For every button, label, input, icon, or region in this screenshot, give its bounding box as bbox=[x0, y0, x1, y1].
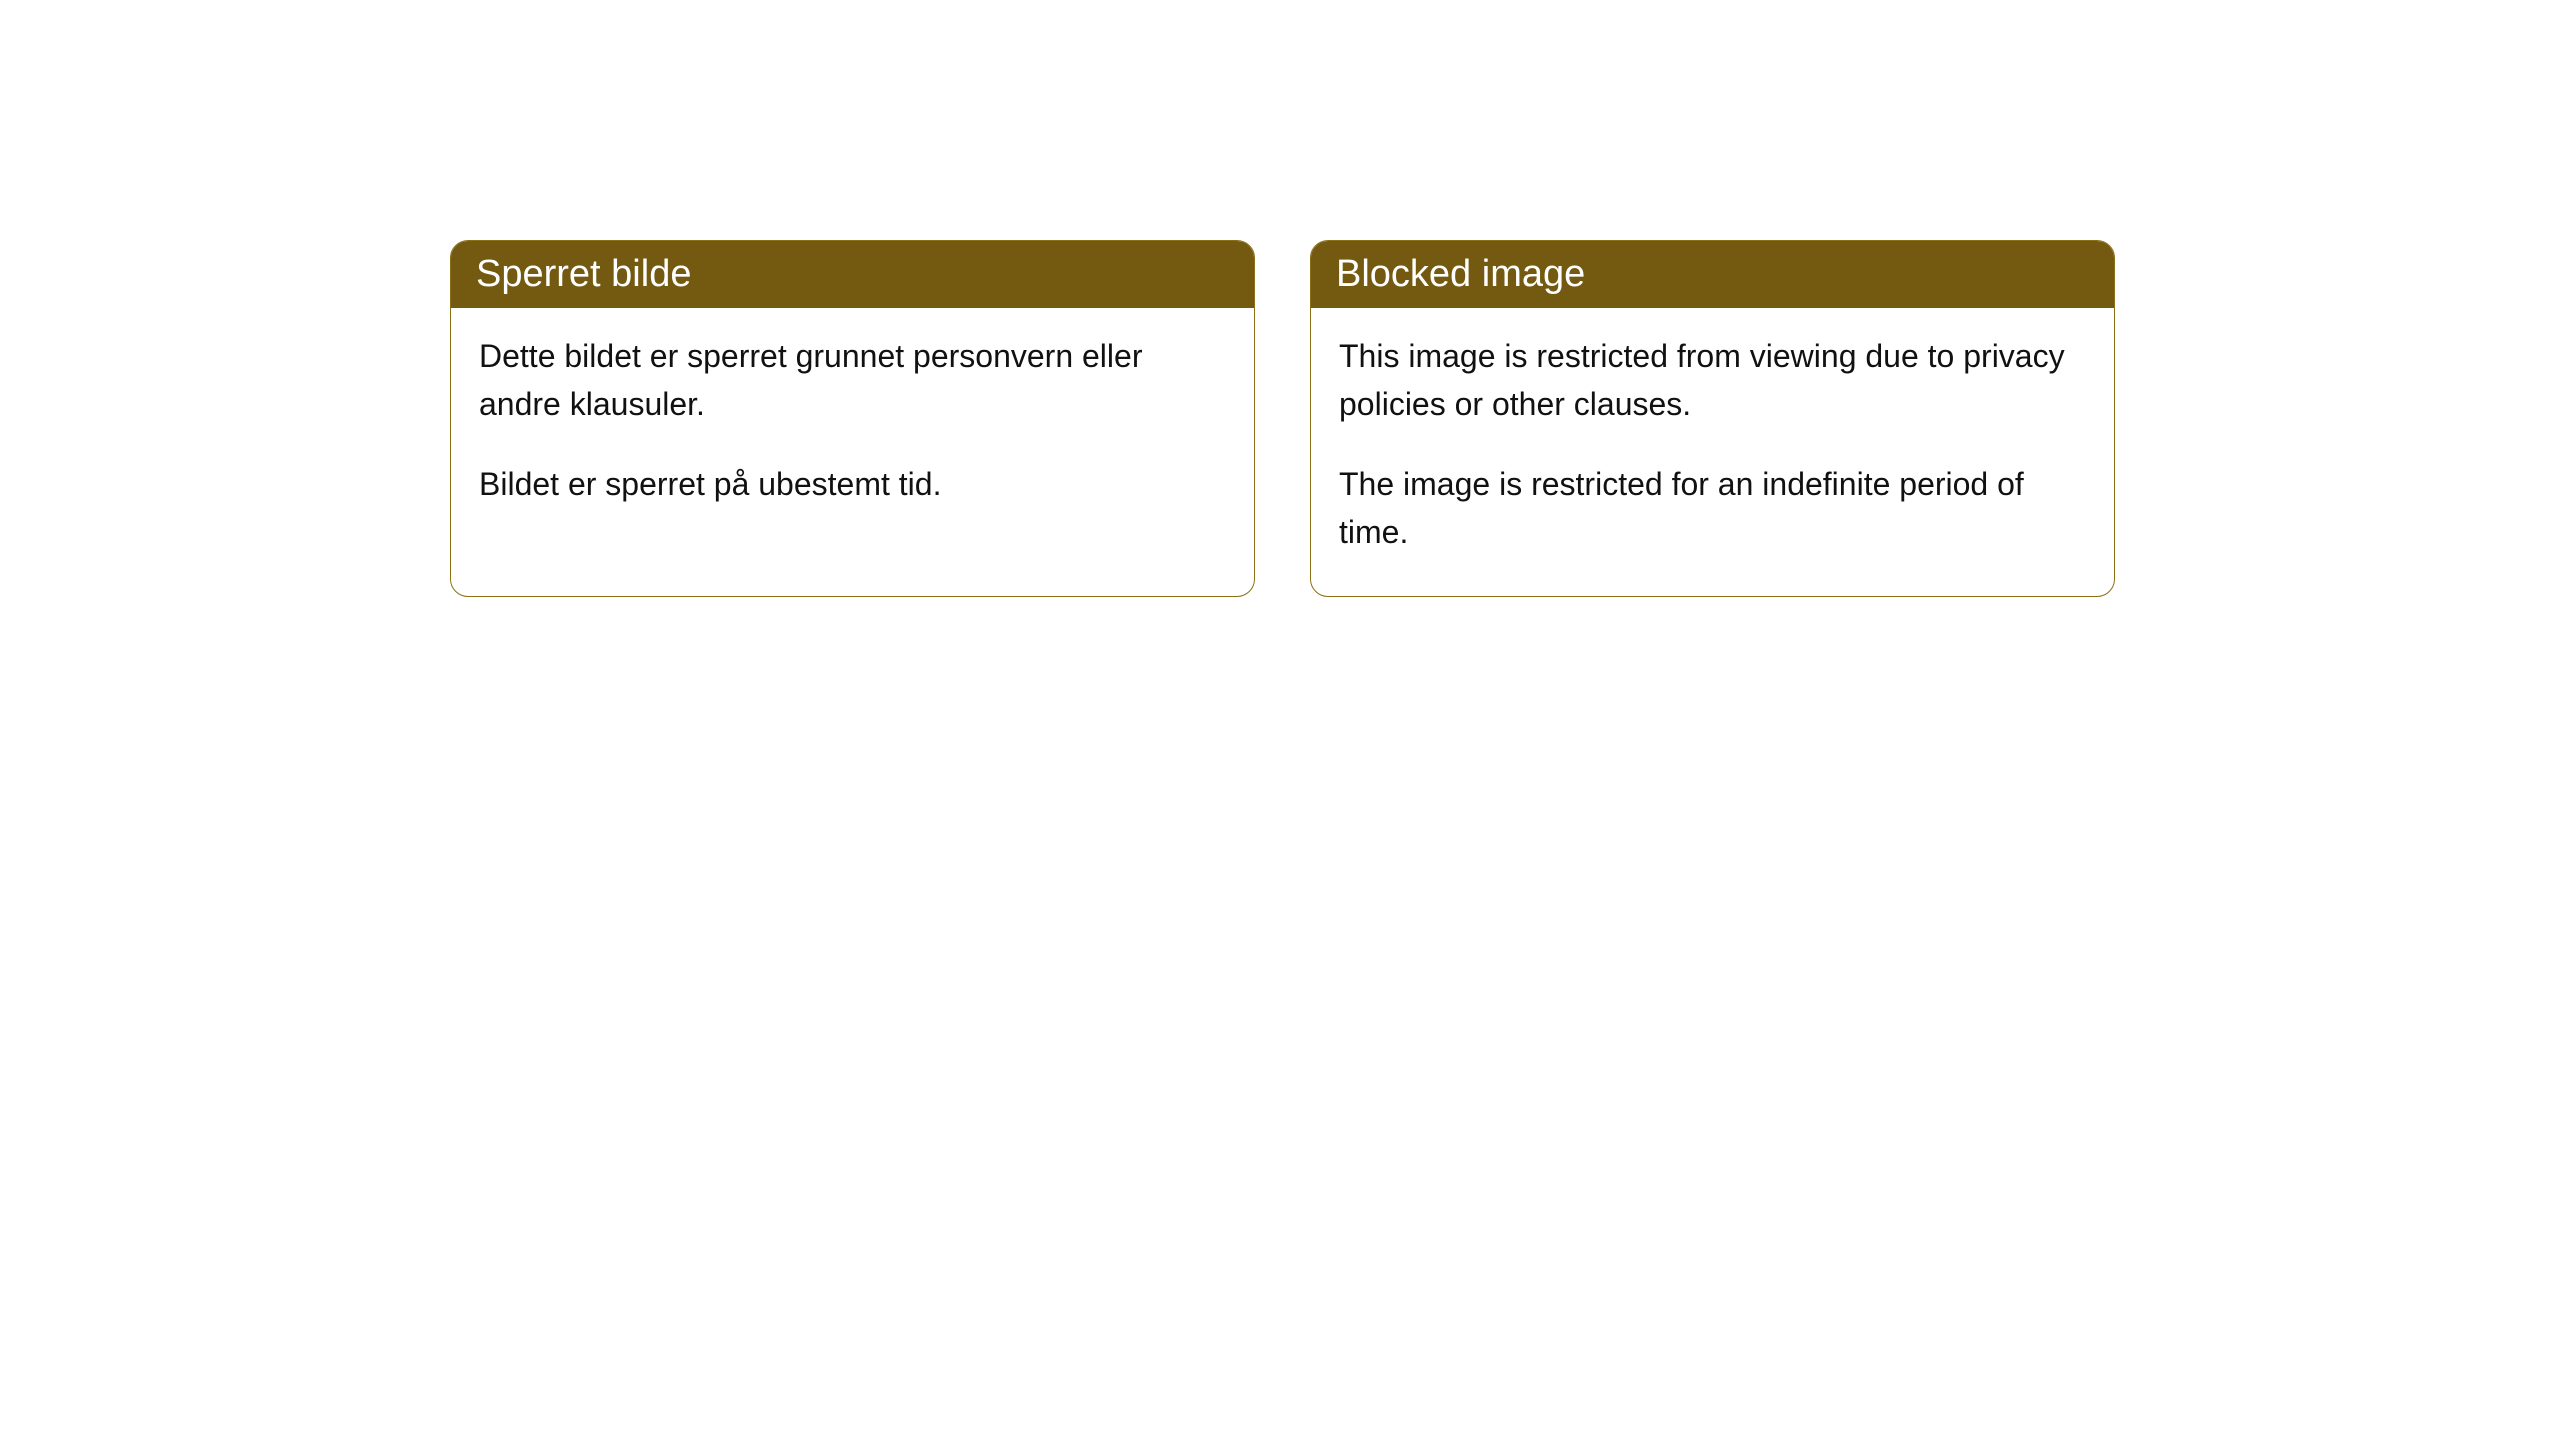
card-paragraph: This image is restricted from viewing du… bbox=[1339, 332, 2086, 428]
card-body: Dette bildet er sperret grunnet personve… bbox=[451, 308, 1254, 548]
card-title: Sperret bilde bbox=[476, 253, 691, 295]
card-body: This image is restricted from viewing du… bbox=[1311, 308, 2114, 596]
card-header: Sperret bilde bbox=[451, 241, 1254, 308]
notice-card-norwegian: Sperret bilde Dette bildet er sperret gr… bbox=[450, 240, 1255, 597]
card-header: Blocked image bbox=[1311, 241, 2114, 308]
card-title: Blocked image bbox=[1336, 253, 1585, 295]
notice-cards-container: Sperret bilde Dette bildet er sperret gr… bbox=[450, 240, 2115, 597]
card-paragraph: Dette bildet er sperret grunnet personve… bbox=[479, 332, 1226, 428]
card-paragraph: The image is restricted for an indefinit… bbox=[1339, 460, 2086, 556]
notice-card-english: Blocked image This image is restricted f… bbox=[1310, 240, 2115, 597]
card-paragraph: Bildet er sperret på ubestemt tid. bbox=[479, 460, 1226, 508]
